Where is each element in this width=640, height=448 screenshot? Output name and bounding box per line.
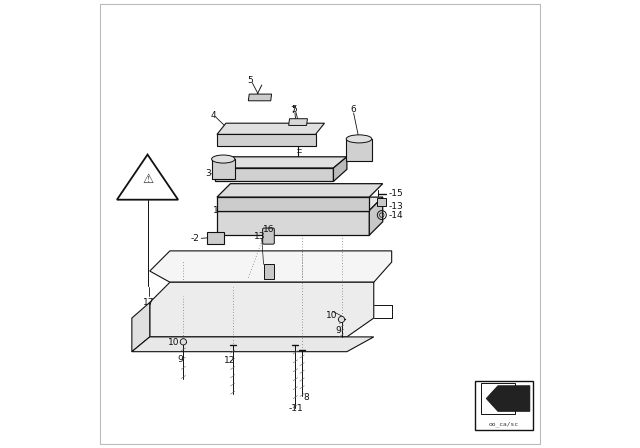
Polygon shape: [132, 302, 150, 352]
Text: 5: 5: [248, 76, 253, 85]
Text: 8: 8: [303, 393, 308, 402]
Text: 7: 7: [291, 106, 296, 115]
FancyBboxPatch shape: [262, 228, 275, 244]
Polygon shape: [264, 264, 275, 279]
Polygon shape: [217, 134, 316, 146]
Polygon shape: [481, 383, 515, 414]
Polygon shape: [217, 211, 369, 235]
Polygon shape: [217, 184, 383, 197]
Polygon shape: [248, 94, 271, 101]
Text: -2: -2: [190, 234, 199, 243]
Ellipse shape: [346, 135, 372, 143]
Polygon shape: [117, 155, 178, 200]
Text: 12: 12: [224, 356, 235, 365]
Text: oo_ca/sc: oo_ca/sc: [489, 422, 518, 427]
Polygon shape: [215, 157, 347, 168]
Circle shape: [339, 316, 345, 323]
Ellipse shape: [212, 155, 235, 163]
Text: 1: 1: [212, 206, 218, 215]
Polygon shape: [217, 197, 383, 211]
Polygon shape: [333, 157, 347, 181]
Text: -14: -14: [388, 211, 403, 220]
Polygon shape: [150, 282, 374, 337]
Polygon shape: [150, 251, 392, 282]
Polygon shape: [132, 337, 374, 352]
Circle shape: [180, 339, 186, 345]
Text: 9: 9: [177, 355, 183, 364]
Text: 10: 10: [168, 338, 179, 347]
Text: 13: 13: [253, 232, 265, 241]
Bar: [475, 381, 532, 430]
Text: ⚠: ⚠: [142, 172, 153, 186]
Polygon shape: [215, 168, 333, 181]
Text: 17: 17: [143, 298, 155, 307]
Polygon shape: [346, 139, 371, 161]
Polygon shape: [486, 386, 530, 411]
Polygon shape: [369, 197, 383, 235]
Text: 10: 10: [326, 311, 337, 320]
Text: 9: 9: [336, 326, 341, 335]
Text: -11: -11: [289, 404, 303, 413]
Polygon shape: [212, 159, 235, 179]
Polygon shape: [378, 198, 387, 206]
Text: -15: -15: [388, 189, 403, 198]
Polygon shape: [289, 119, 307, 125]
Polygon shape: [217, 197, 369, 211]
Text: -13: -13: [388, 202, 403, 211]
Text: 5: 5: [291, 105, 297, 114]
Polygon shape: [217, 123, 324, 134]
Text: 4: 4: [210, 111, 216, 120]
FancyBboxPatch shape: [207, 232, 224, 244]
Text: 6: 6: [351, 105, 356, 114]
Text: 16: 16: [262, 225, 274, 234]
Text: 3: 3: [205, 169, 211, 178]
